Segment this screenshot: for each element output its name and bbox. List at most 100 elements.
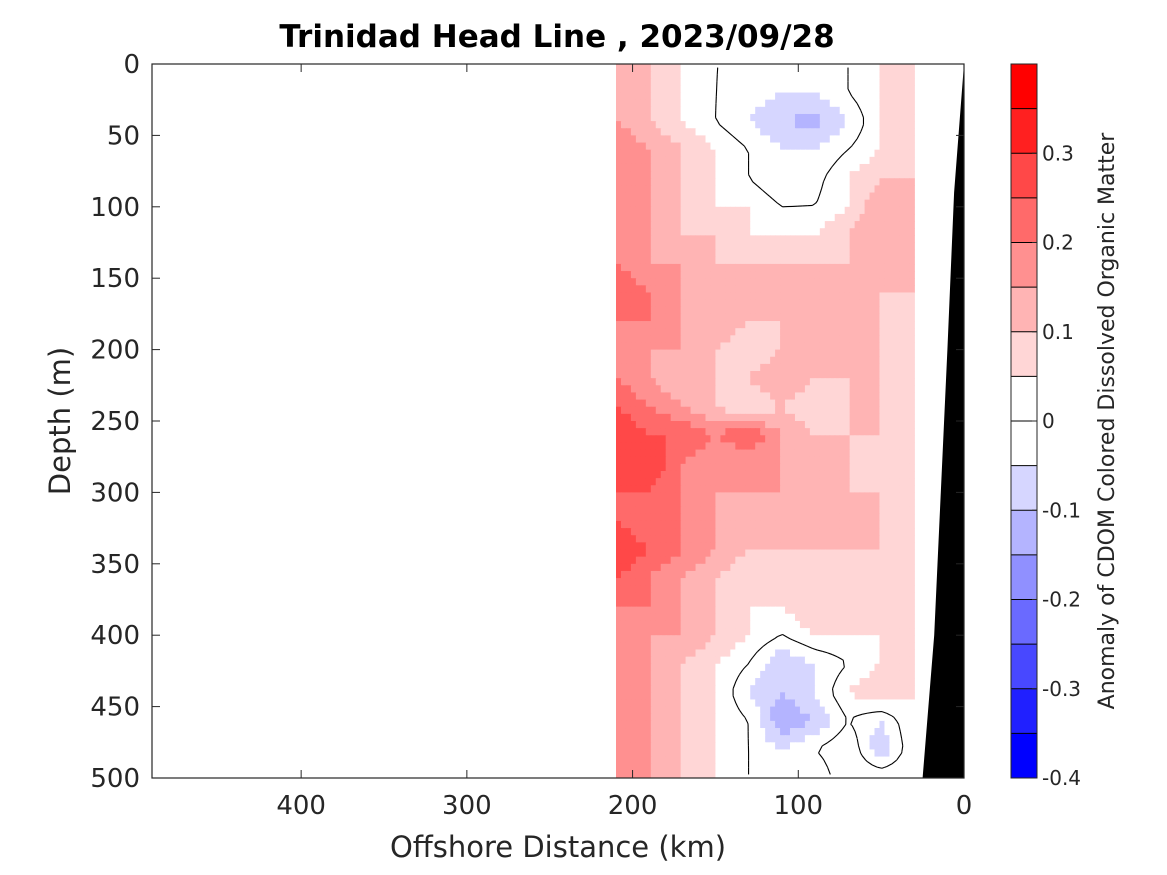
anomaly-cell — [889, 128, 895, 136]
anomaly-cell — [625, 363, 632, 372]
anomaly-cell — [660, 470, 667, 479]
anomaly-cell — [819, 570, 826, 579]
anomaly-cell — [740, 649, 746, 658]
anomaly-cell — [665, 85, 672, 94]
anomaly-cell — [829, 199, 836, 208]
anomaly-cell — [819, 399, 826, 408]
anomaly-cell — [695, 106, 702, 115]
anomaly-cell — [750, 321, 756, 329]
anomaly-cell — [760, 499, 766, 508]
anomaly-cell — [665, 221, 672, 229]
anomaly-cell — [715, 285, 721, 294]
anomaly-cell — [869, 142, 876, 151]
anomaly-cell — [665, 542, 672, 551]
anomaly-cell — [864, 478, 871, 486]
anomaly-cell — [665, 392, 672, 401]
anomaly-cell — [809, 278, 816, 286]
anomaly-cell — [765, 463, 771, 472]
anomaly-cell — [904, 156, 910, 165]
anomaly-cell — [735, 263, 741, 272]
anomaly-cell — [844, 221, 851, 229]
anomaly-cell — [794, 71, 801, 79]
anomaly-cell — [874, 470, 881, 479]
anomaly-cell — [720, 506, 726, 515]
anomaly-cell — [790, 542, 796, 551]
anomaly-cell — [909, 278, 915, 286]
anomaly-cell — [780, 328, 786, 336]
anomaly-cell — [854, 106, 861, 115]
anomaly-cell — [909, 485, 915, 493]
anomaly-cell — [824, 299, 831, 308]
anomaly-cell — [695, 485, 702, 493]
anomaly-cell — [804, 142, 811, 151]
anomaly-cell — [765, 378, 771, 386]
anomaly-cell — [859, 185, 866, 194]
anomaly-cell — [834, 528, 841, 536]
anomaly-cell — [720, 349, 726, 358]
anomaly-cell — [680, 121, 687, 129]
anomaly-cell — [690, 642, 697, 651]
anomaly-cell — [834, 421, 841, 429]
anomaly-cell — [780, 535, 786, 543]
anomaly-cell — [849, 335, 856, 344]
anomaly-cell — [889, 449, 895, 458]
anomaly-cell — [720, 485, 726, 493]
anomaly-cell — [785, 463, 791, 472]
anomaly-cell — [616, 542, 622, 551]
anomaly-cell — [715, 635, 721, 643]
anomaly-cell — [680, 492, 687, 501]
anomaly-cell — [869, 292, 876, 301]
anomaly-cell — [904, 271, 910, 279]
anomaly-cell — [700, 249, 707, 258]
anomaly-cell — [695, 206, 702, 215]
anomaly-cell — [904, 71, 910, 79]
anomaly-cell — [775, 249, 781, 258]
anomaly-cell — [894, 570, 900, 579]
anomaly-cell — [680, 206, 687, 215]
anomaly-cell — [670, 613, 677, 622]
anomaly-cell — [785, 535, 791, 543]
anomaly-cell — [839, 85, 846, 94]
anomaly-cell — [869, 620, 876, 629]
anomaly-cell — [799, 349, 806, 358]
anomaly-cell — [725, 106, 731, 115]
anomaly-cell — [665, 585, 672, 593]
anomaly-cell — [874, 371, 881, 379]
anomaly-cell — [889, 221, 895, 229]
anomaly-cell — [780, 356, 786, 365]
anomaly-cell — [725, 85, 731, 94]
anomaly-cell — [909, 535, 915, 543]
anomaly-cell — [889, 249, 895, 258]
anomaly-cell — [625, 99, 632, 108]
anomaly-cell — [735, 399, 741, 408]
anomaly-cell — [730, 328, 736, 336]
anomaly-cell — [680, 613, 687, 622]
anomaly-cell — [909, 149, 915, 158]
anomaly-cell — [745, 535, 751, 543]
anomaly-cell — [889, 99, 895, 108]
anomaly-cell — [849, 349, 856, 358]
anomaly-cell — [770, 342, 776, 351]
anomaly-cell — [854, 192, 861, 201]
anomaly-cell — [909, 528, 915, 536]
anomaly-cell — [839, 92, 846, 101]
anomaly-cell — [650, 285, 657, 294]
anomaly-cell — [616, 363, 622, 372]
anomaly-cell — [785, 378, 791, 386]
anomaly-cell — [735, 513, 741, 522]
anomaly-cell — [785, 413, 791, 422]
anomaly-cell — [849, 492, 856, 501]
anomaly-cell — [829, 592, 836, 601]
anomaly-cell — [616, 599, 622, 608]
anomaly-cell — [620, 428, 627, 436]
anomaly-cell — [625, 78, 632, 87]
anomaly-cell — [814, 64, 821, 72]
anomaly-cell — [849, 199, 856, 208]
anomaly-cell — [874, 513, 881, 522]
anomaly-cell — [690, 185, 697, 194]
anomaly-cell — [710, 642, 717, 651]
anomaly-cell — [904, 163, 910, 172]
anomaly-cell — [775, 242, 781, 251]
anomaly-cell — [740, 578, 746, 586]
anomaly-cell — [829, 435, 836, 444]
